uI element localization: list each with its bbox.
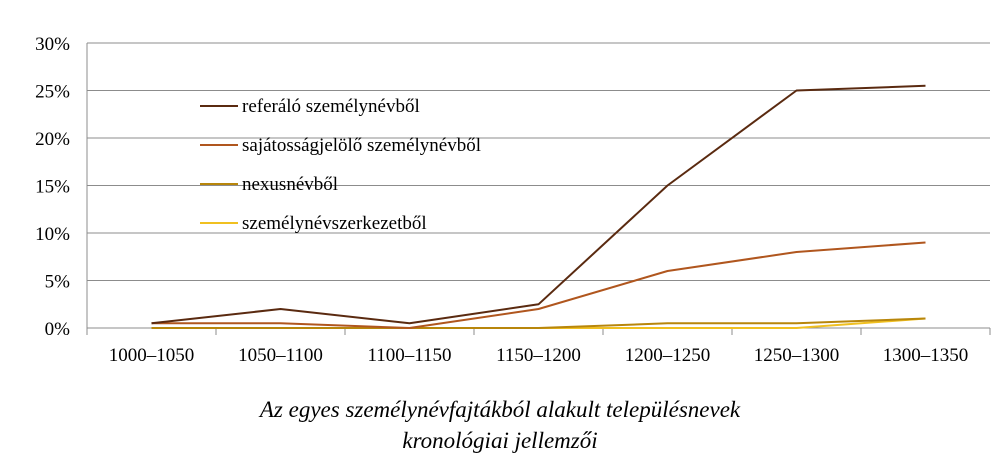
x-tick-label: 1200–1250 (625, 345, 711, 366)
y-tick-label: 25% (35, 82, 70, 103)
legend-label: referáló személynévből (242, 96, 420, 117)
legend-label: személynévszerkezetből (242, 213, 427, 234)
chart-caption: Az egyes személynévfajtákból alakult tel… (0, 394, 1000, 456)
legend: referáló személynévből sajátosságjelölő s… (200, 96, 481, 234)
x-tick-label: 1250–1300 (754, 345, 840, 366)
y-tick-label: 5% (45, 272, 71, 293)
line-chart: 0% 5% 10% 15% 20% 25% 30% 1000–1050 1050–1100 11… (35, 34, 991, 366)
series-lines (151, 84, 926, 329)
axes (86, 43, 991, 335)
series-line (151, 317, 926, 329)
x-tick-label: 1150–1200 (496, 345, 581, 366)
x-tick-label: 1300–1350 (883, 345, 969, 366)
gridlines (87, 42, 990, 281)
legend-label: sajátosságjelölő személynévből (242, 135, 481, 156)
x-tick-label: 1100–1150 (367, 345, 451, 366)
caption-line-1: Az egyes személynévfajtákból alakult tel… (259, 397, 741, 422)
caption-line-2: kronológiai jellemzői (402, 428, 598, 453)
y-tick-label: 20% (35, 129, 70, 150)
x-tick-label: 1000–1050 (109, 345, 195, 366)
y-axis-tick-labels: 0% 5% 10% 15% 20% 25% 30% (35, 34, 70, 340)
x-tick-label: 1050–1100 (238, 345, 323, 366)
series-line (151, 241, 926, 329)
y-tick-label: 0% (45, 319, 71, 340)
legend-label: nexusnévből (242, 174, 338, 195)
y-tick-label: 10% (35, 224, 70, 245)
y-tick-label: 15% (35, 177, 70, 198)
x-axis-tick-labels: 1000–1050 1050–1100 1100–1150 1150–1200 1200… (109, 345, 969, 366)
y-tick-label: 30% (35, 34, 70, 55)
series-line (151, 84, 926, 325)
